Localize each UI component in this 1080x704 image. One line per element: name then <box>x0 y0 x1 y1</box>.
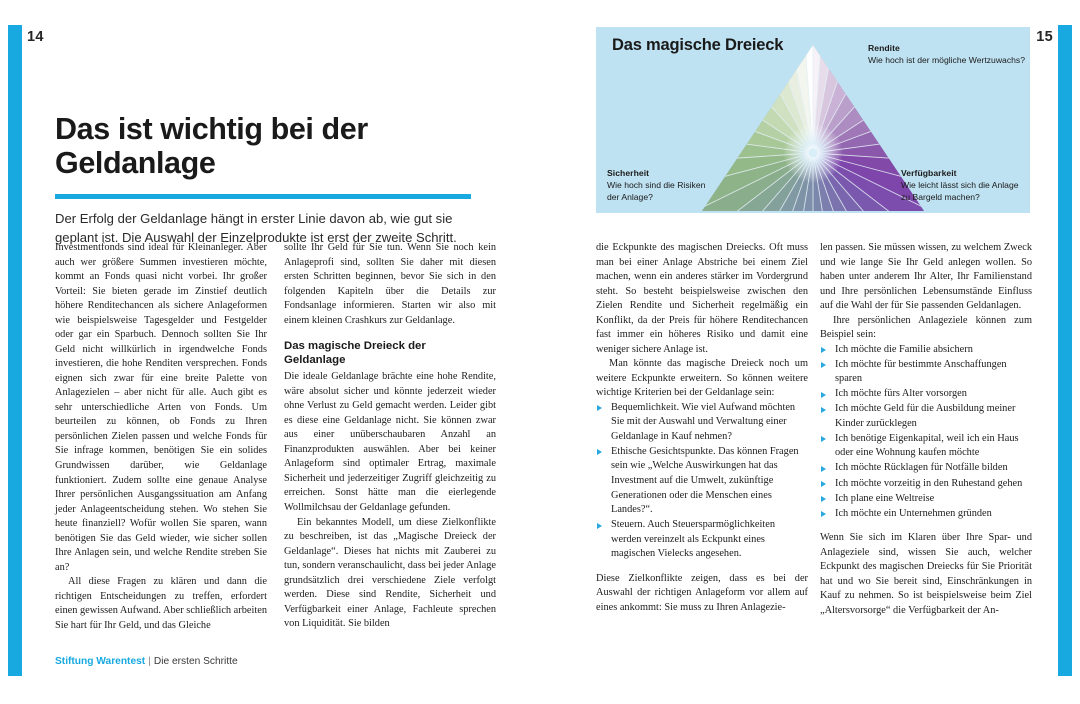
triangle-bullet-icon <box>821 481 826 487</box>
figure-label-sicherheit-desc-2: der Anlage? <box>607 192 653 203</box>
list-item-text: Ich möchte Rücklagen für Notfälle bilden <box>835 462 1008 474</box>
triangle-bullet-icon <box>821 496 826 503</box>
text-column-1: Investmentfonds sind ideal für Kleinanle… <box>55 241 267 633</box>
triangle-bullet-icon <box>597 522 602 529</box>
figure-label-sicherheit-desc-1: Wie hoch sind die Risiken <box>607 180 706 190</box>
paragraph: All diese Fragen zu klären und dann die … <box>55 576 267 631</box>
left-edge-accent-bar <box>8 25 22 676</box>
figure-title: Das magische Dreieck <box>612 36 784 54</box>
paragraph: Man könnte das magische Dreieck noch um … <box>596 358 808 399</box>
paragraph: Investmentfonds sind ideal für Kleinanle… <box>55 242 267 573</box>
paragraph: Die ideale Geldanlage brächte eine hohe … <box>284 371 496 513</box>
triangle-graphic <box>698 41 928 213</box>
figure-label-verfuegbarkeit-title: Verfügbarkeit <box>901 168 957 178</box>
list-item: Ich möchte vorzeitig in den Ruhestand ge… <box>820 477 1032 492</box>
list-item-text: Ich möchte für bestimmte Anschaffungen s… <box>835 358 1007 385</box>
paragraph: die Eckpunkte des magischen Dreiecks. Of… <box>596 242 808 355</box>
triangle-bullet-icon <box>821 347 826 354</box>
triangle-bullet-icon <box>821 511 826 518</box>
text-column-2: sollte Ihr Geld für Sie tun. Wenn Sie no… <box>284 241 496 632</box>
text-column-4: len passen. Sie müssen wissen, zu welche… <box>820 241 1032 618</box>
list-item-text: Bequemlichkeit. Wie viel Aufwand möchten… <box>611 401 796 442</box>
list-item-text: Ich plane eine Weltreise <box>835 492 935 504</box>
triangle-bullet-icon <box>821 406 826 413</box>
paragraph: Ein bekanntes Modell, um diese Zielkonfl… <box>284 516 496 630</box>
list-item-text: Ich möchte fürs Alter vorsorgen <box>835 388 967 400</box>
page-title-line-1: Das ist wichtig bei der <box>55 112 368 146</box>
footer-chapter: Die ersten Schritte <box>153 656 238 667</box>
paragraph: Diese Zielkonflikte zeigen, dass es bei … <box>596 572 808 613</box>
list-item-text: Ich möchte die Familie absichern <box>835 343 973 355</box>
goals-bullet-list: Ich möchte die Familie absichern Ich möc… <box>820 343 1032 521</box>
triangle-svg <box>702 45 924 211</box>
list-item-text: Ich benötige Eigenkapital, weil ich ein … <box>835 432 1019 459</box>
page-title-line-2: Geldanlage <box>55 146 216 181</box>
list-item: Ich möchte die Familie absichern <box>820 343 1032 358</box>
footer-brand: Stiftung Warentest <box>55 656 146 667</box>
triangle-bullet-icon <box>821 391 826 398</box>
running-footer: Stiftung Warentest | Die ersten Schritte <box>55 656 238 667</box>
triangle-bullet-icon <box>597 405 602 412</box>
list-item: Ich möchte ein Unternehmen gründen <box>820 507 1032 522</box>
figure-label-verfuegbarkeit: Verfügbarkeit Wie leicht lässt sich die … <box>901 168 1019 203</box>
paragraph: sollte Ihr Geld für Sie tun. Wenn Sie no… <box>284 242 496 326</box>
page-number-right: 15 <box>1036 29 1053 45</box>
figure-label-sicherheit: Sicherheit Wie hoch sind die Risiken der… <box>607 168 705 203</box>
list-item-text: Ethische Gesichtspunkte. Das können Frag… <box>611 445 799 516</box>
list-item-text: Ich möchte vorzeitig in den Ruhestand ge… <box>835 477 1023 489</box>
headline-block: Das ist wichtig bei der Geldanlage Der E… <box>55 112 505 248</box>
list-item: Ich möchte Geld für die Ausbildung meine… <box>820 402 1032 431</box>
list-item-text: Steuern. Auch Steuersparmöglichkeiten we… <box>611 519 776 560</box>
page-number-left: 14 <box>27 29 44 45</box>
figure-label-rendite-desc: Wie hoch ist der mögliche Wertzuwachs? <box>868 55 1025 65</box>
triangle-bullet-icon <box>821 465 826 472</box>
list-item: Ich möchte für bestimmte Anschaffungen s… <box>820 358 1032 387</box>
figure-label-rendite-title: Rendite <box>868 43 900 53</box>
figure-label-sicherheit-title: Sicherheit <box>607 168 650 178</box>
figure-label-rendite: Rendite Wie hoch ist der mögliche Wertzu… <box>868 43 1025 66</box>
right-edge-accent-bar <box>1058 25 1072 676</box>
list-item: Ich möchte Rücklagen für Notfälle bilden <box>820 461 1032 476</box>
triangle-bullet-icon <box>821 436 826 443</box>
list-item-text: Ich möchte ein Unternehmen gründen <box>835 507 992 519</box>
page-title: Das ist wichtig bei der Geldanlage <box>55 112 505 180</box>
figure-label-verfuegbarkeit-desc-1: Wie leicht lässt sich die Anlage <box>901 180 1019 190</box>
paragraph: Wenn Sie sich im Klaren über Ihre Spar- … <box>820 532 1032 616</box>
list-item: Ich benötige Eigenkapital, weil ich ein … <box>820 432 1032 461</box>
list-item: Ich möchte fürs Alter vorsorgen <box>820 387 1032 402</box>
list-item: Ethische Gesichtspunkte. Das können Frag… <box>596 445 808 518</box>
text-column-3: die Eckpunkte des magischen Dreiecks. Of… <box>596 241 808 615</box>
list-item: Steuern. Auch Steuersparmöglichkeiten we… <box>596 518 808 562</box>
title-underline-rule <box>55 194 471 200</box>
page-deck: Der Erfolg der Geldanlage hängt in erste… <box>55 211 457 246</box>
criteria-bullet-list: Bequemlichkeit. Wie viel Aufwand möchten… <box>596 401 808 562</box>
footer-separator: | <box>148 656 151 667</box>
section-subheading: Das magische Dreieck der Geldanlage <box>284 339 496 367</box>
triangle-bullet-icon <box>821 362 826 369</box>
magic-triangle-figure: Das magische Dreieck <box>596 27 1030 213</box>
paragraph: len passen. Sie müssen wissen, zu welche… <box>820 242 1032 312</box>
list-item: Ich plane eine Weltreise <box>820 492 1032 507</box>
figure-label-verfuegbarkeit-desc-2: zu Bargeld machen? <box>901 192 980 203</box>
list-item-text: Ich möchte Geld für die Ausbildung meine… <box>835 403 1016 429</box>
list-item: Bequemlichkeit. Wie viel Aufwand möchten… <box>596 401 808 445</box>
section-subheading-line-2: Geldanlage <box>284 354 346 367</box>
paragraph: Ihre persönlichen Anlageziele können zum… <box>820 314 1032 341</box>
triangle-bullet-icon <box>597 449 602 456</box>
section-subheading-line-1: Das magische Dreieck der <box>284 340 426 353</box>
